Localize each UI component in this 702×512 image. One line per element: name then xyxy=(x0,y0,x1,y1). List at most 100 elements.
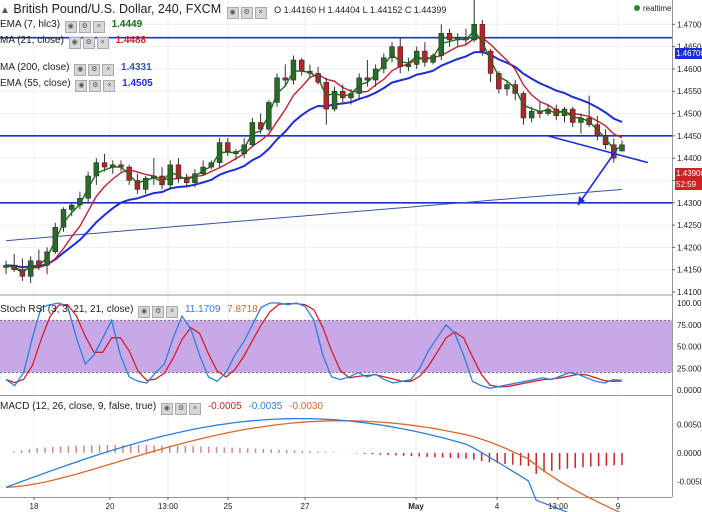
price-axis-label: 1.45000 xyxy=(677,110,702,119)
price-axis-label: 1.46500 xyxy=(677,43,702,52)
close-icon[interactable]: × xyxy=(96,37,109,49)
candle-body xyxy=(364,77,371,81)
settings-icon[interactable]: ⚙ xyxy=(78,21,91,33)
price-axis-label: 1.46000 xyxy=(677,65,702,74)
eye-icon[interactable]: ◉ xyxy=(68,37,81,49)
indicator-label: EMA (7, hlc3) xyxy=(0,19,61,30)
chart-symbol-arrow[interactable]: ▲ xyxy=(0,5,10,16)
ema55-line xyxy=(5,50,623,269)
price-axis-label: 1.45500 xyxy=(677,87,702,96)
stoch-band xyxy=(0,320,672,373)
price-axis-label: 1.44000 xyxy=(677,154,702,163)
close-icon[interactable]: × xyxy=(92,21,105,33)
chart-header: ▲ British Pound/U.S. Dollar, 240, FXCM ◉… xyxy=(0,1,447,19)
candle-body xyxy=(192,173,198,183)
candle-body xyxy=(389,46,395,59)
candle-body xyxy=(381,57,387,70)
candle-body xyxy=(496,73,502,90)
macd-signal-line xyxy=(5,420,621,512)
candle-body xyxy=(68,204,75,210)
candle-body xyxy=(405,64,412,67)
indicator-label: EMA (55, close) xyxy=(0,78,71,89)
close-icon[interactable]: × xyxy=(254,7,267,19)
time-axis-label: 9 xyxy=(616,502,621,511)
macd-axis-label: -0.0050 xyxy=(677,478,702,487)
candle-body xyxy=(290,59,297,81)
settings-icon[interactable]: ⚙ xyxy=(240,7,253,19)
stoch-rsi-legend[interactable]: Stoch RSI (3, 3, 21, 21, close) ◉ ⚙ × 11.1… xyxy=(0,302,258,318)
indicator-value: 1.4331 xyxy=(121,62,152,73)
ohlc-readout: O 1.44160 H 1.44404 L 1.44152 C 1.44399 xyxy=(274,5,447,15)
settings-icon[interactable]: ⚙ xyxy=(152,306,165,318)
price-axis-label: 1.44500 xyxy=(677,132,702,141)
eye-icon[interactable]: ◉ xyxy=(226,7,239,19)
stoch-rsi-label: Stoch RSI (3, 3, 21, 21, close) xyxy=(0,304,134,315)
candle-body xyxy=(183,177,190,183)
time-axis-label: 20 xyxy=(106,502,115,511)
candle-body xyxy=(134,180,141,190)
candle-body xyxy=(93,162,100,177)
candle-body xyxy=(225,142,231,152)
eye-icon[interactable]: ◉ xyxy=(74,64,87,76)
candle-body xyxy=(348,93,354,99)
macd-hist-value: -0.0005 xyxy=(207,401,242,412)
stoch-d-line xyxy=(5,302,623,388)
ema7-line xyxy=(5,29,623,274)
indicator-label: MA (200, close) xyxy=(0,62,70,73)
time-axis-label: May xyxy=(408,502,424,511)
ma200-line xyxy=(5,188,623,242)
realtime-dot-icon xyxy=(634,5,640,11)
stoch-k-value: 11.1709 xyxy=(184,304,221,315)
settings-icon[interactable]: ⚙ xyxy=(88,64,101,76)
arrow-head-icon xyxy=(578,196,585,205)
macd-line-value: -0.0035 xyxy=(248,401,283,412)
indicator-ema55[interactable]: EMA (55, close) ◉ ⚙ × 1.4505 xyxy=(0,76,153,92)
eye-icon[interactable]: ◉ xyxy=(138,306,151,318)
price-axis-label: 1.41500 xyxy=(677,266,702,275)
time-axis-label: 13:00 xyxy=(548,502,569,511)
time-axis-label: 4 xyxy=(495,502,500,511)
candle-body xyxy=(331,90,338,110)
close-icon[interactable]: × xyxy=(166,306,179,318)
indicator-ma21[interactable]: MA (21, close) ◉ ⚙ × 1.4488 xyxy=(0,33,146,49)
indicator-ema7[interactable]: EMA (7, hlc3) ◉ ⚙ × 1.4449 xyxy=(0,17,143,33)
candle-body xyxy=(397,46,403,67)
price-axis-label: 1.47000 xyxy=(677,20,702,29)
close-icon[interactable]: × xyxy=(188,403,201,415)
settings-icon[interactable]: ⚙ xyxy=(89,80,102,92)
candle-body xyxy=(422,50,428,63)
candle-body xyxy=(528,111,535,119)
macd-legend[interactable]: MACD (12, 26, close, 9, false, true) ◉ ⚙ ×… xyxy=(0,399,323,415)
close-icon[interactable]: × xyxy=(102,64,115,76)
eye-icon[interactable]: ◉ xyxy=(75,80,88,92)
countdown-tag: 52:59 xyxy=(675,179,702,190)
line-level-tag: 1.46700 xyxy=(675,48,702,59)
price-axis-label: 1.43000 xyxy=(677,199,702,208)
close-icon[interactable]: × xyxy=(103,80,116,92)
candle-body xyxy=(282,77,288,81)
price-axis-label: 1.41000 xyxy=(677,288,702,297)
eye-icon[interactable]: ◉ xyxy=(64,21,77,33)
price-axis-label: 1.42000 xyxy=(677,243,702,252)
trendline xyxy=(547,135,649,164)
macd-axis-label: 0.0050 xyxy=(677,420,702,429)
stoch-d-value: 7.8718 xyxy=(227,304,258,315)
stoch-axis-label: 100.00 xyxy=(677,299,702,308)
candle-body xyxy=(101,162,108,168)
indicator-label: MA (21, close) xyxy=(0,35,64,46)
indicator-value: 1.4505 xyxy=(122,78,153,89)
candle-body xyxy=(340,90,346,99)
macd-axis-label: 0.0000 xyxy=(677,449,702,458)
settings-icon[interactable]: ⚙ xyxy=(82,37,95,49)
stoch-axis-label: 0.0000 xyxy=(677,386,702,395)
time-axis-label: 25 xyxy=(224,502,233,511)
indicator-ma200[interactable]: MA (200, close) ◉ ⚙ × 1.4331 xyxy=(0,60,152,76)
candle-body xyxy=(479,24,486,52)
candle-body xyxy=(274,77,280,103)
candle-body xyxy=(504,84,510,90)
eye-icon[interactable]: ◉ xyxy=(160,403,173,415)
candle-body xyxy=(430,55,436,63)
settings-icon[interactable]: ⚙ xyxy=(174,403,187,415)
indicator-value: 1.4449 xyxy=(111,19,143,30)
candle-body xyxy=(471,24,477,41)
